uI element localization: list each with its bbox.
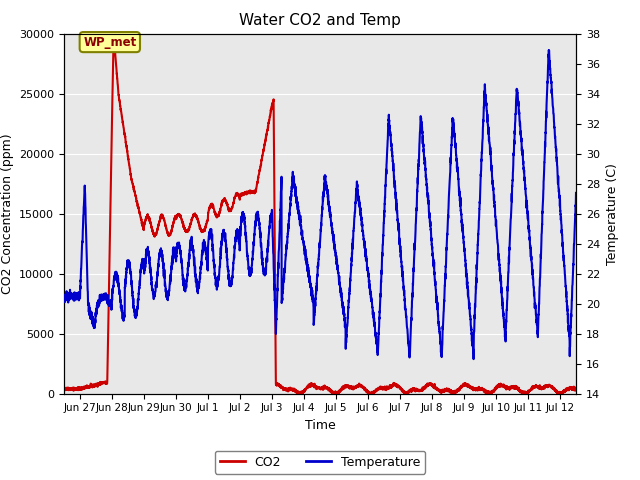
Legend: CO2, Temperature: CO2, Temperature	[214, 451, 426, 474]
Title: Water CO2 and Temp: Water CO2 and Temp	[239, 13, 401, 28]
Text: WP_met: WP_met	[83, 36, 136, 48]
Y-axis label: CO2 Concentration (ppm): CO2 Concentration (ppm)	[1, 133, 13, 294]
X-axis label: Time: Time	[305, 419, 335, 432]
Y-axis label: Temperature (C): Temperature (C)	[605, 163, 618, 264]
